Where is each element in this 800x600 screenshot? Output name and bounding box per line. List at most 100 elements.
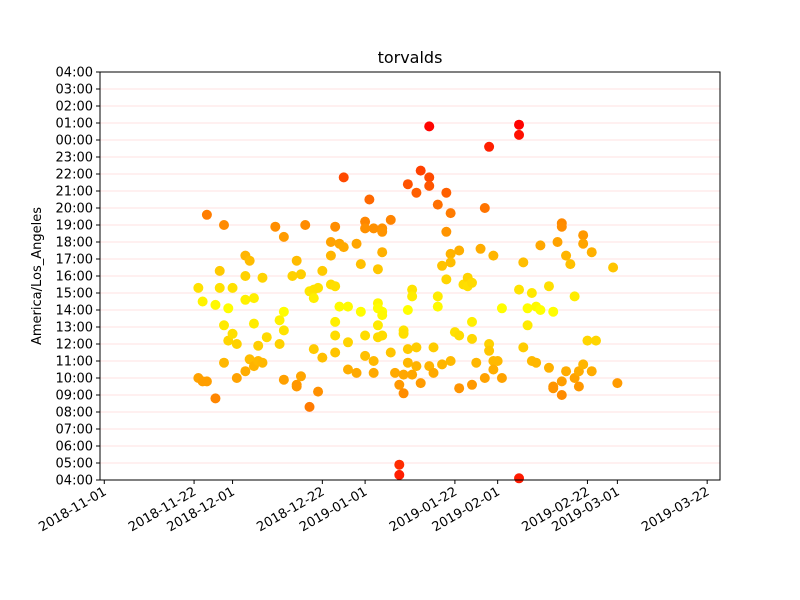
y-tick-label: 18:00: [56, 236, 93, 251]
data-point: [527, 288, 537, 298]
data-point: [493, 356, 503, 366]
y-tick-label: 22:00: [56, 168, 93, 183]
data-point: [240, 271, 250, 281]
data-point: [390, 368, 400, 378]
data-point: [330, 317, 340, 327]
data-point: [578, 359, 588, 369]
y-tick-label: 16:00: [56, 270, 93, 285]
data-point: [228, 283, 238, 293]
data-point: [608, 263, 618, 273]
y-tick-label: 08:00: [56, 406, 93, 421]
data-point: [561, 366, 571, 376]
data-point: [232, 373, 242, 383]
data-point: [523, 320, 533, 330]
data-point: [223, 303, 233, 313]
data-point: [467, 278, 477, 288]
data-point: [275, 339, 285, 349]
y-tick-label: 17:00: [56, 253, 93, 268]
data-point: [215, 283, 225, 293]
data-point: [305, 402, 315, 412]
data-point: [591, 336, 601, 346]
data-point: [343, 302, 353, 312]
data-point: [497, 373, 507, 383]
data-point: [326, 251, 336, 261]
data-point: [480, 203, 490, 213]
data-point: [326, 237, 336, 247]
data-point: [373, 264, 383, 274]
data-point: [454, 246, 464, 256]
data-point: [339, 242, 349, 252]
data-point: [279, 232, 289, 242]
data-point: [514, 473, 524, 483]
data-point: [279, 307, 289, 317]
data-point: [407, 291, 417, 301]
data-point: [343, 365, 353, 375]
data-point: [202, 210, 212, 220]
data-point: [219, 320, 229, 330]
data-point: [446, 208, 456, 218]
data-point: [553, 237, 563, 247]
data-point: [339, 172, 349, 182]
data-point: [454, 383, 464, 393]
data-point: [313, 387, 323, 397]
chart-title: torvalds: [378, 48, 443, 67]
y-tick-label: 14:00: [56, 304, 93, 319]
data-point: [565, 259, 575, 269]
data-point: [446, 257, 456, 267]
data-point: [399, 370, 409, 380]
y-tick-label: 12:00: [56, 338, 93, 353]
data-point: [561, 251, 571, 261]
data-point: [429, 342, 439, 352]
data-point: [411, 188, 421, 198]
data-point: [343, 337, 353, 347]
data-point: [535, 240, 545, 250]
data-point: [356, 259, 366, 269]
y-tick-label: 19:00: [56, 219, 93, 234]
data-point: [548, 307, 558, 317]
data-point: [467, 334, 477, 344]
data-point: [369, 368, 379, 378]
data-point: [488, 365, 498, 375]
data-point: [587, 247, 597, 257]
data-point: [300, 220, 310, 230]
y-tick-label: 09:00: [56, 389, 93, 404]
y-tick-label: 15:00: [56, 287, 93, 302]
data-point: [557, 376, 567, 386]
data-point: [394, 460, 404, 470]
y-tick-label: 06:00: [56, 440, 93, 455]
data-point: [476, 244, 486, 254]
data-point: [296, 371, 306, 381]
data-point: [424, 181, 434, 191]
data-point: [514, 120, 524, 130]
data-point: [228, 329, 238, 339]
data-point: [471, 358, 481, 368]
data-point: [313, 283, 323, 293]
data-point: [411, 342, 421, 352]
data-point: [574, 382, 584, 392]
data-point: [369, 223, 379, 233]
data-point: [578, 239, 588, 249]
data-point: [484, 142, 494, 152]
data-point: [245, 256, 255, 266]
data-point: [232, 339, 242, 349]
data-point: [497, 303, 507, 313]
data-point: [377, 310, 387, 320]
data-point: [544, 363, 554, 373]
y-tick-label: 03:00: [56, 83, 93, 98]
y-tick-label: 13:00: [56, 321, 93, 336]
data-point: [317, 353, 327, 363]
data-point: [202, 376, 212, 386]
data-point: [377, 227, 387, 237]
data-point: [429, 368, 439, 378]
data-point: [352, 368, 362, 378]
data-point: [480, 373, 490, 383]
data-point: [403, 344, 413, 354]
data-point: [433, 302, 443, 312]
data-point: [441, 274, 451, 284]
data-point: [403, 305, 413, 315]
y-tick-label: 23:00: [56, 151, 93, 166]
data-point: [433, 291, 443, 301]
data-point: [360, 351, 370, 361]
data-point: [270, 222, 280, 232]
